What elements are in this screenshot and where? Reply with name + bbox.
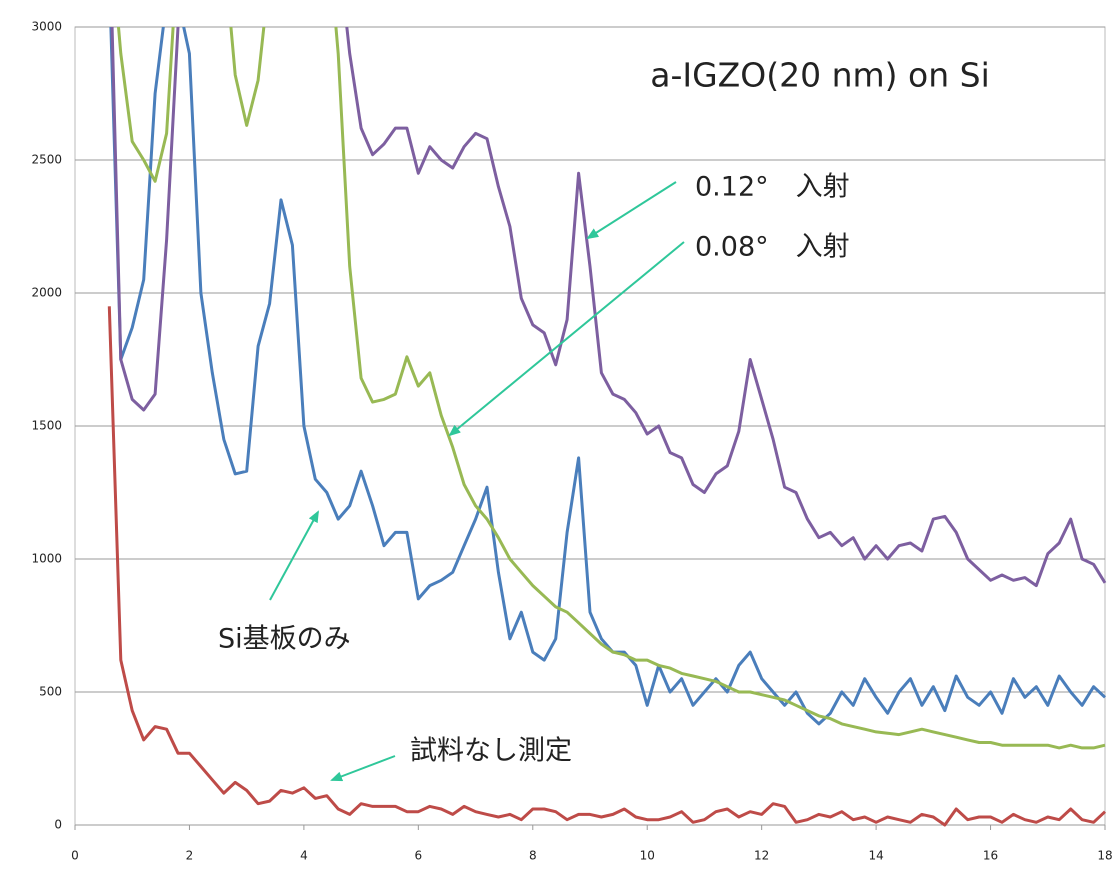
arrow: [269, 510, 319, 601]
arrows: [269, 181, 685, 782]
y-tick-label: 0: [54, 818, 62, 832]
y-tick-label: 1500: [31, 419, 62, 433]
series-label: 0.12° 入射: [695, 172, 850, 203]
chart-title: a-IGZO(20 nm) on Si: [650, 56, 990, 95]
x-tick-label: 0: [71, 849, 79, 863]
series-line: [109, 27, 1107, 726]
series-label: 試料なし測定: [410, 736, 572, 767]
x-tick-label: 10: [640, 849, 655, 863]
x-tick-label: 12: [754, 849, 769, 863]
series-label: 0.08° 入射: [695, 232, 850, 263]
x-tick-label: 18: [1097, 849, 1112, 863]
series-label: Si基板のみ: [218, 624, 351, 655]
x-tick-label: 6: [415, 849, 423, 863]
y-tick-label: 1000: [31, 552, 62, 566]
x-tick-label: 8: [529, 849, 537, 863]
series-line: [116, 27, 1106, 750]
y-tick-label: 2000: [31, 286, 62, 300]
x-tick-label: 4: [300, 849, 308, 863]
y-tick-label: 500: [39, 685, 62, 699]
arrow: [586, 181, 677, 240]
y-tick-label: 3000: [31, 20, 62, 34]
x-tick-label: 16: [983, 849, 998, 863]
series-line: [107, 306, 1107, 827]
y-tick-label: 2500: [31, 153, 62, 167]
arrow: [448, 241, 685, 437]
arrow: [330, 755, 396, 782]
series-line: [110, 27, 1107, 588]
x-tick-label: 14: [868, 849, 883, 863]
x-tick-label: 2: [186, 849, 194, 863]
